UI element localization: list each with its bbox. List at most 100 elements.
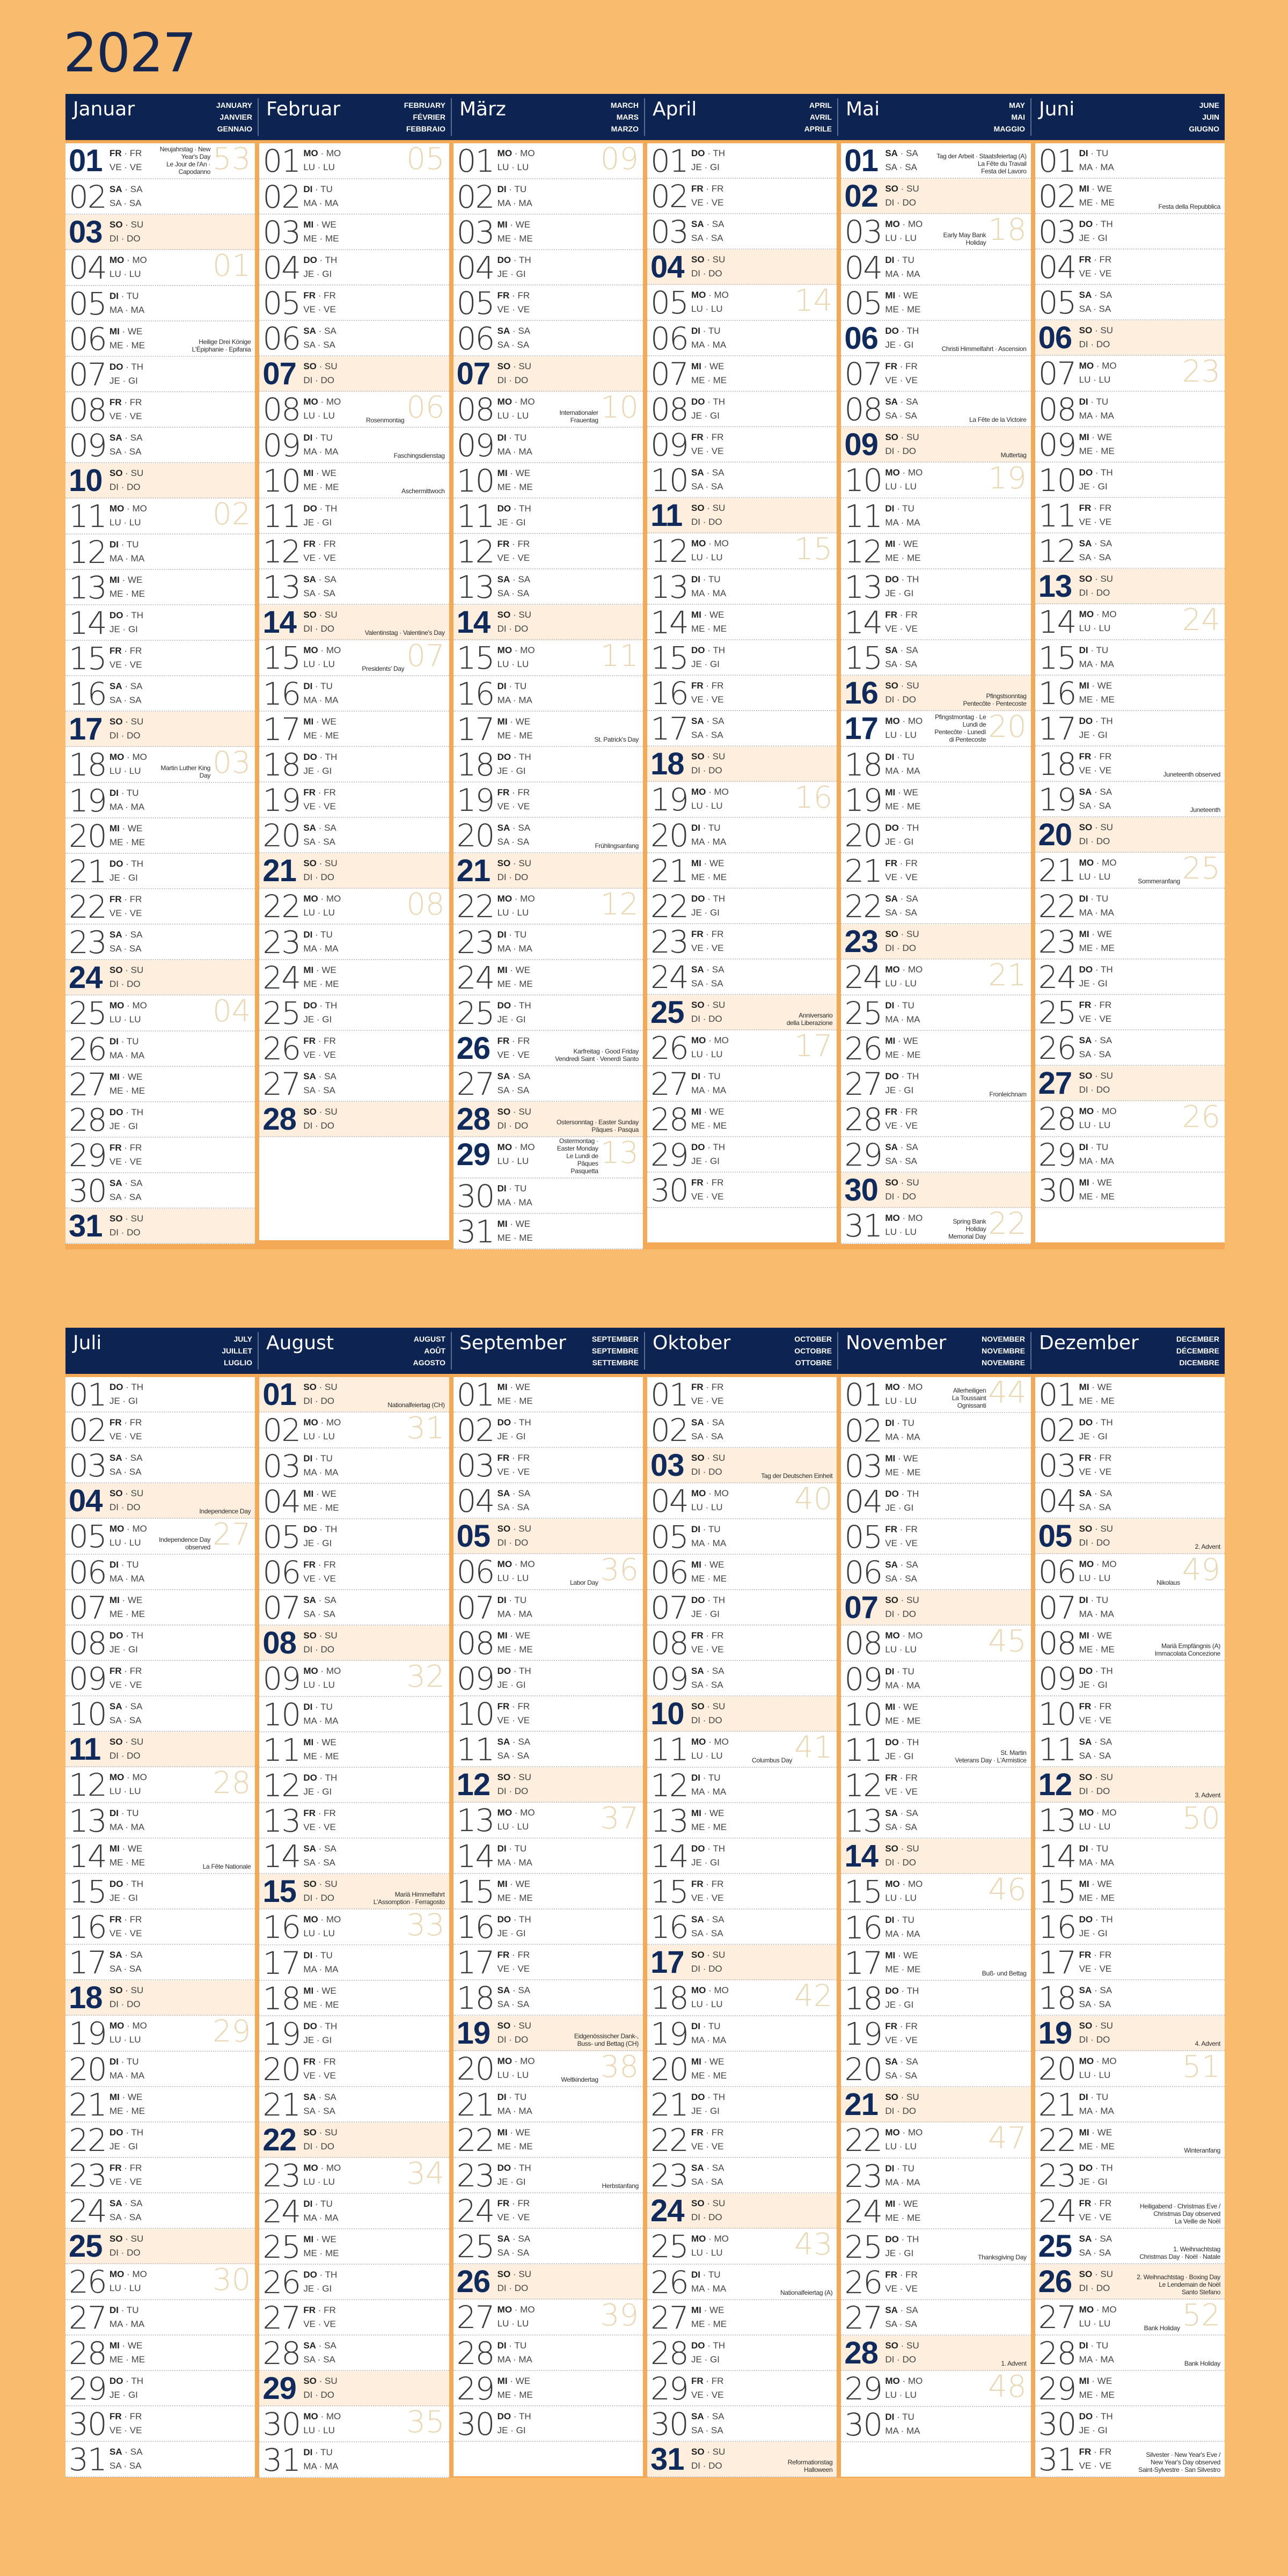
day-row: 09 SA · SA SA · SA	[647, 1661, 837, 1696]
weekday-fr-it: VE · VE	[885, 2035, 918, 2045]
day-number: 30	[456, 1178, 495, 1214]
weekday-de: DO	[691, 2340, 705, 2351]
weekday-de: DI	[885, 2412, 895, 2422]
weekday-fr: LU	[691, 801, 703, 811]
day-number: 09	[69, 427, 107, 464]
day-row: 25 DI · TU MA · MA	[841, 996, 1031, 1031]
day-row: 04 MO · MO LU · LU 40	[647, 1483, 837, 1519]
weekday-en: FR	[711, 184, 724, 194]
weekday-de-en: FR · FR	[303, 2057, 336, 2067]
weekday-de-en: FR · FR	[303, 1036, 336, 1046]
weekday-block: MI · WE ME · ME	[1077, 676, 1125, 710]
weekday-it: GI	[516, 1928, 526, 1938]
holiday-label: Heilige Drei Könige L'Épiphanie · Epifani…	[192, 338, 251, 353]
day-row: 13 SO · SU DI · DO	[1035, 569, 1225, 604]
weekday-en: TU	[320, 2447, 333, 2457]
weekday-it: DO	[127, 482, 141, 492]
weekday-it: DO	[708, 1715, 722, 1725]
weekday-block: DO · TH JE · GI	[107, 2123, 156, 2157]
weekday-it: VE	[324, 2070, 336, 2081]
weekday-fr: LU	[1079, 1573, 1091, 1583]
day-annotations	[1125, 1448, 1225, 1482]
weekday-fr-it: JE · GI	[885, 1085, 914, 1095]
day-number: 12	[262, 1767, 301, 1804]
weekday-de: FR	[885, 2021, 897, 2031]
day-annotations	[931, 1910, 1030, 1944]
day-number: 17	[262, 711, 301, 748]
weekday-de-en: MO · MO	[691, 1035, 729, 1045]
weekday-en: TH	[713, 1142, 725, 1152]
day-annotations	[349, 1839, 449, 1873]
weekday-de-en: MI · WE	[303, 219, 336, 230]
day-row: 20 MO · MO LU · LU Weltkindertag 38	[453, 2051, 643, 2087]
weekday-de: SA	[497, 574, 510, 584]
weekday-fr-it: SA · SA	[303, 1609, 335, 1619]
day-number: 16	[456, 676, 495, 712]
day-number: 25	[1038, 2229, 1073, 2264]
day-annotations	[931, 2265, 1030, 2299]
weekday-de-en: SA · SA	[885, 2305, 918, 2315]
empty-row	[841, 2442, 1031, 2477]
day-annotations: Martin Luther King Day 03	[156, 747, 255, 782]
day-annotations: 23	[1125, 356, 1225, 391]
weekday-it: LU	[129, 1014, 141, 1024]
weekday-en: WE	[128, 575, 143, 585]
day-annotations: 2. Weihnachtstag · Boxing Day Le Lendemai…	[1125, 2264, 1225, 2299]
day-annotations	[349, 286, 449, 320]
day-number: 10	[844, 1696, 883, 1733]
weekday-de-en: SO · SU	[1079, 2269, 1113, 2279]
weekday-de-en: SO · SU	[303, 2376, 338, 2386]
holiday-line: Martin Luther King Day	[160, 764, 211, 779]
weekday-block: DO · TH JE · GI	[1077, 2158, 1125, 2192]
weekday-fr: SA	[109, 2212, 121, 2222]
weekday-en: WE	[128, 2340, 143, 2351]
day-annotations: 21	[931, 960, 1030, 994]
weekday-block: FR · FR VE · VE	[301, 1555, 349, 1589]
month-column: 01 MO · MO LU · LU 09 02 DI · TU MA · MA 03 MI ·…	[453, 143, 643, 1249]
weekday-de-en: FR · FR	[1079, 1000, 1112, 1010]
month-name: August	[266, 1332, 334, 1354]
weekday-it: MA	[1100, 1609, 1114, 1619]
weekday-block: DO · TH JE · GI	[1077, 1661, 1125, 1695]
day-annotations: Thanksgiving Day	[931, 2229, 1030, 2264]
month-name-en: JULY	[233, 1335, 252, 1343]
weekday-de: MO	[497, 1559, 513, 1569]
weekday-it: MA	[1100, 411, 1114, 421]
day-row: 26 SA · SA SA · SA	[1035, 1030, 1225, 1066]
weekday-it: LU	[129, 269, 141, 279]
weekday-en: FR	[129, 2163, 142, 2173]
weekday-de-en: SO · SU	[1079, 822, 1113, 832]
weekday-it: SA	[711, 978, 723, 989]
weekday-it: ME	[906, 1716, 921, 1726]
weekday-it: SA	[323, 588, 335, 598]
weekday-de-en: MI · WE	[497, 1630, 531, 1641]
weekday-block: MO · MO LU · LU	[1077, 1101, 1125, 1136]
weekday-it: DO	[708, 2461, 722, 2471]
weekday-de: SA	[303, 1071, 316, 1081]
day-row: 14 SO · SU DI · DO Valentinstag · Valentine…	[259, 605, 449, 640]
weekday-fr-it: DI · DO	[109, 1999, 141, 2009]
day-number: 05	[456, 285, 495, 321]
weekday-it: GI	[904, 1085, 914, 1095]
day-row: 09 DI · TU MA · MA Faschingsdienstag	[259, 428, 449, 463]
day-annotations	[931, 1519, 1030, 1554]
weekday-fr: SA	[885, 2319, 897, 2329]
weekday-it: GI	[322, 1787, 332, 1797]
weekday-de-en: SA · SA	[497, 1985, 531, 1995]
day-row: 08 FR · FR VE · VE	[647, 1626, 837, 1661]
weekday-it: GI	[709, 1857, 720, 1868]
weekday-de: FR	[497, 1950, 510, 1960]
day-annotations	[1125, 924, 1225, 958]
day-row: 27 MI · WE ME · ME	[647, 2300, 837, 2336]
day-annotations	[737, 853, 837, 888]
weekday-block: MI · WE ME · ME	[883, 1945, 931, 1980]
weekday-de-en: SO · SU	[109, 716, 144, 727]
day-number: 06	[1038, 1554, 1077, 1590]
day-row: 19 SO · SU DI · DO 4. Advent	[1035, 2016, 1225, 2051]
weekday-fr-it: LU · LU	[303, 411, 335, 421]
day-annotations	[737, 640, 837, 675]
weekday-de: SO	[1079, 1071, 1093, 1081]
weekday-fr: SA	[303, 588, 316, 598]
day-row: 10 SA · SA SA · SA	[65, 1696, 255, 1732]
weekday-it: VE	[1099, 1467, 1112, 1477]
